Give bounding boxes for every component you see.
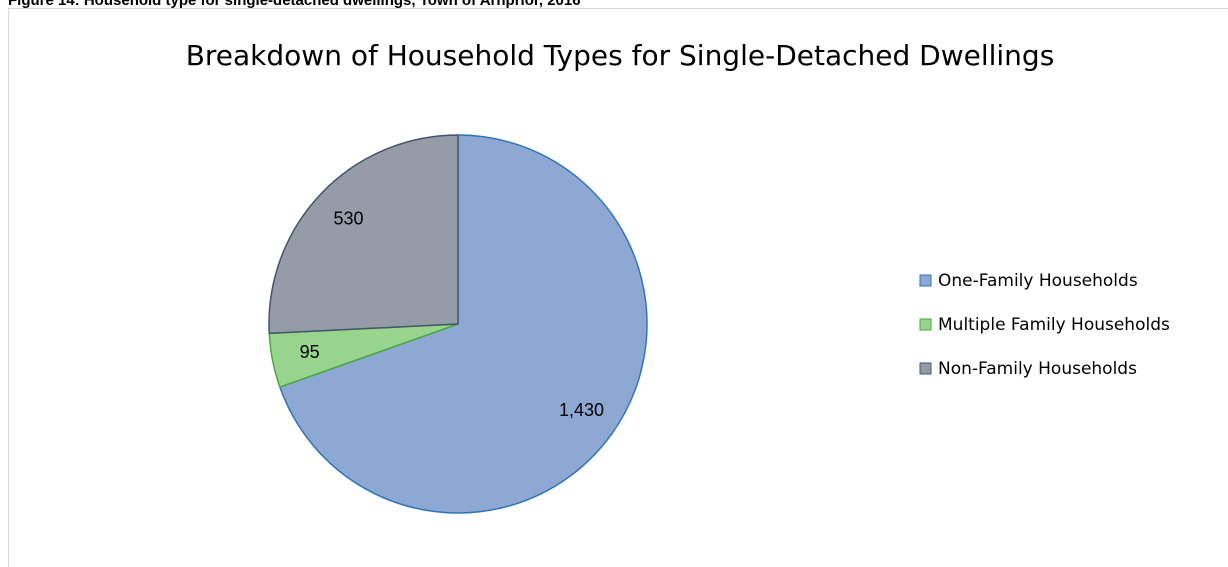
chart-border	[8, 8, 1228, 567]
chart-title: Breakdown of Household Types for Single-…	[186, 39, 1055, 72]
legend-label: Non-Family Households	[938, 359, 1137, 379]
data-label: 1,430	[559, 400, 604, 420]
data-label: 95	[300, 342, 320, 362]
data-label: 530	[333, 209, 363, 229]
pie-slice	[278, 134, 648, 514]
pie-slice	[268, 134, 459, 335]
legend-label: Multiple Family Households	[938, 315, 1170, 335]
legend-label: One-Family Households	[938, 271, 1138, 291]
legend-swatch	[919, 362, 932, 375]
figure-caption: Figure 14: Household type for single-det…	[8, 0, 581, 9]
legend-swatch	[919, 274, 932, 287]
legend-swatch	[919, 318, 932, 331]
